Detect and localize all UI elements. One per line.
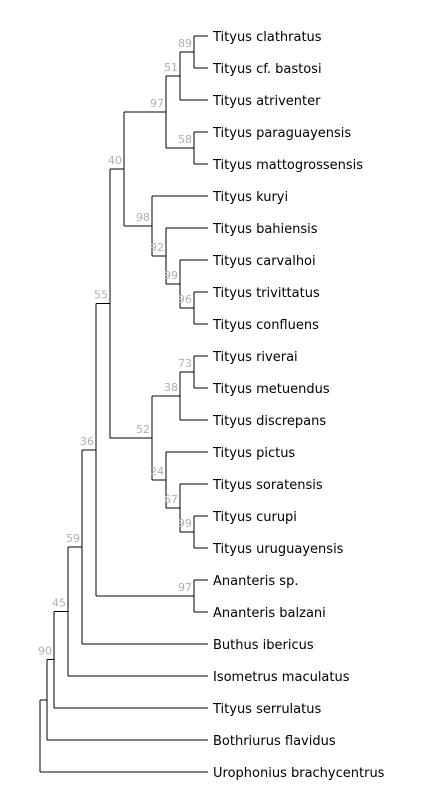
taxon-label: Tityus metuendus [212,382,330,397]
taxon-label: Urophonius brachycentrus [213,766,385,781]
support-value: 96 [178,293,192,306]
support-value: 97 [178,581,192,594]
taxon-label: Tityus clathratus [212,30,322,45]
support-value: 58 [178,133,192,146]
support-value: 45 [52,596,66,609]
taxon-label: Tityus curupi [212,510,297,525]
taxon-label: Tityus atriventer [212,94,321,109]
support-value: 59 [66,532,80,545]
taxon-label: Tityus uruguayensis [212,542,344,557]
support-value: 36 [80,435,94,448]
tree-branches [39,35,208,773]
taxon-label: Ananteris sp. [213,574,298,589]
support-value: 99 [178,517,192,530]
support-value: 98 [136,211,150,224]
support-value: 73 [178,357,192,370]
support-value: 67 [164,493,178,506]
support-value: 97 [150,97,164,110]
taxon-label: Tityus soratensis [212,478,323,493]
taxon-label: Tityus trivittatus [212,286,320,301]
support-value: 40 [108,154,122,167]
taxon-label: Tityus mattogrossensis [212,158,363,173]
taxon-label: Tityus pictus [212,446,295,461]
support-value: 89 [178,37,192,50]
support-labels: 8951589796999298407338996724525597365945… [38,37,192,658]
taxon-label: Tityus paraguayensis [212,126,351,141]
taxon-label: Tityus bahiensis [212,222,318,237]
support-value: 99 [164,269,178,282]
taxon-label: Tityus riverai [212,350,298,365]
taxon-label: Ananteris balzani [213,606,326,621]
taxon-label: Tityus carvalhoi [212,254,316,269]
support-value: 55 [94,289,108,302]
taxon-labels: Tityus clathratus Tityus cf. bastosi Tityu… [212,30,385,781]
taxon-label: Tityus confluens [212,318,319,333]
taxon-label: Buthus ibericus [213,638,314,653]
support-value: 51 [164,61,178,74]
taxon-label: Tityus cf. bastosi [212,62,322,77]
taxon-label: Bothriurus flavidus [213,734,336,749]
support-value: 24 [150,465,164,478]
support-value: 90 [38,645,52,658]
taxon-label: Tityus kuryi [212,190,288,205]
support-value: 92 [150,241,164,254]
taxon-label: Isometrus maculatus [213,670,350,685]
support-value: 38 [164,381,178,394]
taxon-label: Tityus discrepans [212,414,326,429]
taxon-label: Tityus serrulatus [212,702,321,717]
support-value: 52 [136,423,150,436]
